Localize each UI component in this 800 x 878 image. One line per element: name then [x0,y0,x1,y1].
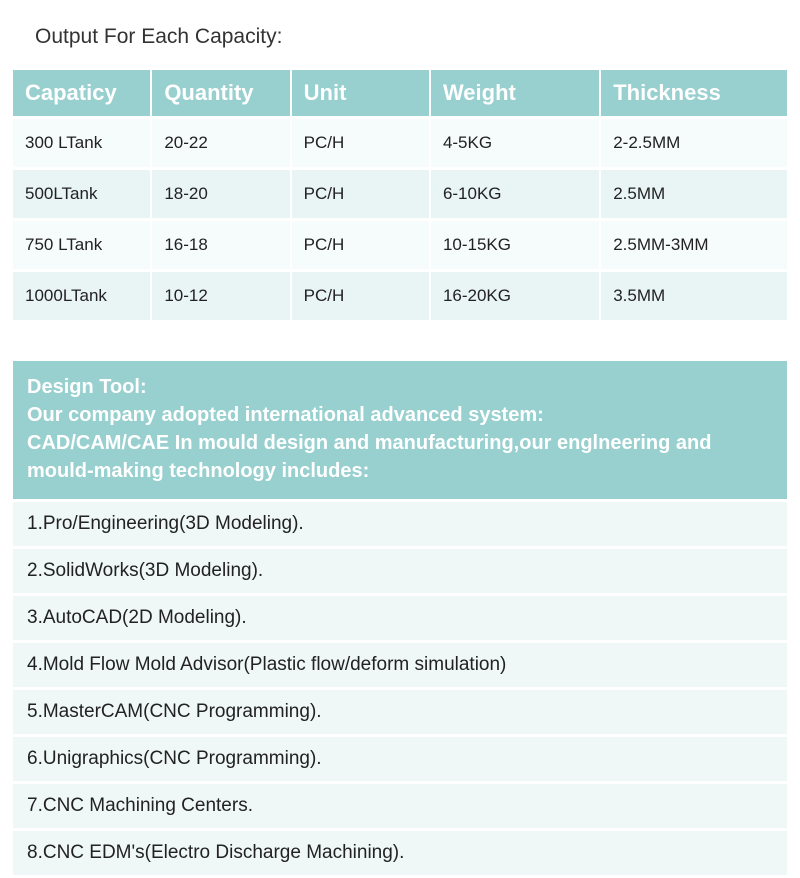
table-row: 750 LTank 16-18 PC/H 10-15KG 2.5MM-3MM [13,221,787,269]
cell: 20-22 [152,119,291,167]
capacity-table: Capaticy Quantity Unit Weight Thickness … [13,67,787,323]
design-tool-list: 1.Pro/Engineering(3D Modeling). 2.SolidW… [13,502,787,875]
design-header-line: Our company adopted international advanc… [27,404,544,426]
cell: 3.5MM [601,272,787,320]
col-thickness: Thickness [601,70,787,116]
cell: 6-10KG [431,170,601,218]
cell: 16-18 [152,221,291,269]
list-item: 7.CNC Machining Centers. [13,784,787,828]
col-weight: Weight [431,70,601,116]
table-row: 500LTank 18-20 PC/H 6-10KG 2.5MM [13,170,787,218]
design-header-line: Design Tool: [27,376,147,398]
cell: 2.5MM-3MM [601,221,787,269]
list-item: 6.Unigraphics(CNC Programming). [13,737,787,781]
cell: 16-20KG [431,272,601,320]
cell: 4-5KG [431,119,601,167]
table-row: 1000LTank 10-12 PC/H 16-20KG 3.5MM [13,272,787,320]
list-item: 2.SolidWorks(3D Modeling). [13,549,787,593]
cell: 10-12 [152,272,291,320]
list-item: 5.MasterCAM(CNC Programming). [13,690,787,734]
cell: 300 LTank [13,119,152,167]
cell: 2-2.5MM [601,119,787,167]
list-item: 4.Mold Flow Mold Advisor(Plastic flow/de… [13,643,787,687]
list-item: 1.Pro/Engineering(3D Modeling). [13,502,787,546]
design-tool-header: Design Tool: Our company adopted interna… [13,361,787,499]
cell: 2.5MM [601,170,787,218]
cell: 750 LTank [13,221,152,269]
col-quantity: Quantity [152,70,291,116]
page-container: Output For Each Capacity: Capaticy Quant… [0,0,800,875]
table-row: 300 LTank 20-22 PC/H 4-5KG 2-2.5MM [13,119,787,167]
col-unit: Unit [292,70,431,116]
list-item: 8.CNC EDM's(Electro Discharge Machining)… [13,831,787,875]
cell: PC/H [292,272,431,320]
cell: 500LTank [13,170,152,218]
page-title: Output For Each Capacity: [0,0,800,67]
design-tool-section: Design Tool: Our company adopted interna… [13,361,787,875]
col-capacity: Capaticy [13,70,152,116]
design-header-line: CAD/CAM/CAE In mould design and manufact… [27,432,711,482]
cell: 18-20 [152,170,291,218]
cell: 10-15KG [431,221,601,269]
cell: PC/H [292,119,431,167]
cell: PC/H [292,221,431,269]
list-item: 3.AutoCAD(2D Modeling). [13,596,787,640]
cell: 1000LTank [13,272,152,320]
table-header-row: Capaticy Quantity Unit Weight Thickness [13,70,787,116]
cell: PC/H [292,170,431,218]
